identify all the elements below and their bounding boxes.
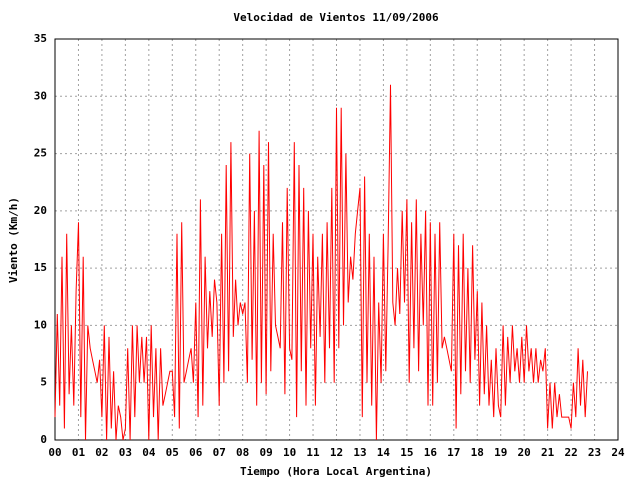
x-tick-label: 01 bbox=[72, 446, 86, 459]
x-tick-label: 02 bbox=[95, 446, 108, 459]
y-tick-label: 25 bbox=[34, 147, 47, 160]
x-tick-label: 18 bbox=[471, 446, 484, 459]
x-tick-label: 14 bbox=[377, 446, 391, 459]
x-tick-label: 11 bbox=[306, 446, 320, 459]
x-tick-label: 16 bbox=[424, 446, 438, 459]
x-tick-label: 03 bbox=[119, 446, 132, 459]
x-tick-label: 04 bbox=[142, 446, 156, 459]
x-tick-label: 24 bbox=[611, 446, 625, 459]
y-tick-label: 20 bbox=[34, 204, 47, 217]
x-tick-label: 21 bbox=[541, 446, 555, 459]
data-line bbox=[54, 84, 588, 441]
x-tick-label: 00 bbox=[48, 446, 61, 459]
y-axis-label: Viento (Km/h) bbox=[7, 197, 20, 283]
x-tick-label: 05 bbox=[166, 446, 179, 459]
x-tick-label: 09 bbox=[260, 446, 273, 459]
y-tick-label: 5 bbox=[40, 376, 47, 389]
x-tick-label: 10 bbox=[283, 446, 296, 459]
x-tick-label: 06 bbox=[189, 446, 203, 459]
x-tick-label: 19 bbox=[494, 446, 507, 459]
x-tick-label: 08 bbox=[236, 446, 249, 459]
x-tick-label: 17 bbox=[447, 446, 460, 459]
x-tick-label: 13 bbox=[353, 446, 366, 459]
y-tick-label: 15 bbox=[34, 261, 47, 274]
x-tick-label: 23 bbox=[588, 446, 601, 459]
x-tick-label: 20 bbox=[518, 446, 531, 459]
x-tick-label: 15 bbox=[400, 446, 413, 459]
plot-frame bbox=[54, 38, 619, 441]
x-tick-label: 07 bbox=[213, 446, 226, 459]
x-axis-label: Tiempo (Hora Local Argentina) bbox=[240, 465, 432, 478]
x-tick-label: 22 bbox=[564, 446, 577, 459]
y-tick-label: 0 bbox=[40, 433, 47, 446]
x-tick-label: 12 bbox=[330, 446, 343, 459]
y-tick-label: 35 bbox=[34, 32, 47, 45]
y-tick-label: 30 bbox=[34, 89, 47, 102]
chart-title: Velocidad de Vientos 11/09/2006 bbox=[233, 11, 439, 24]
y-tick-label: 10 bbox=[34, 318, 47, 331]
